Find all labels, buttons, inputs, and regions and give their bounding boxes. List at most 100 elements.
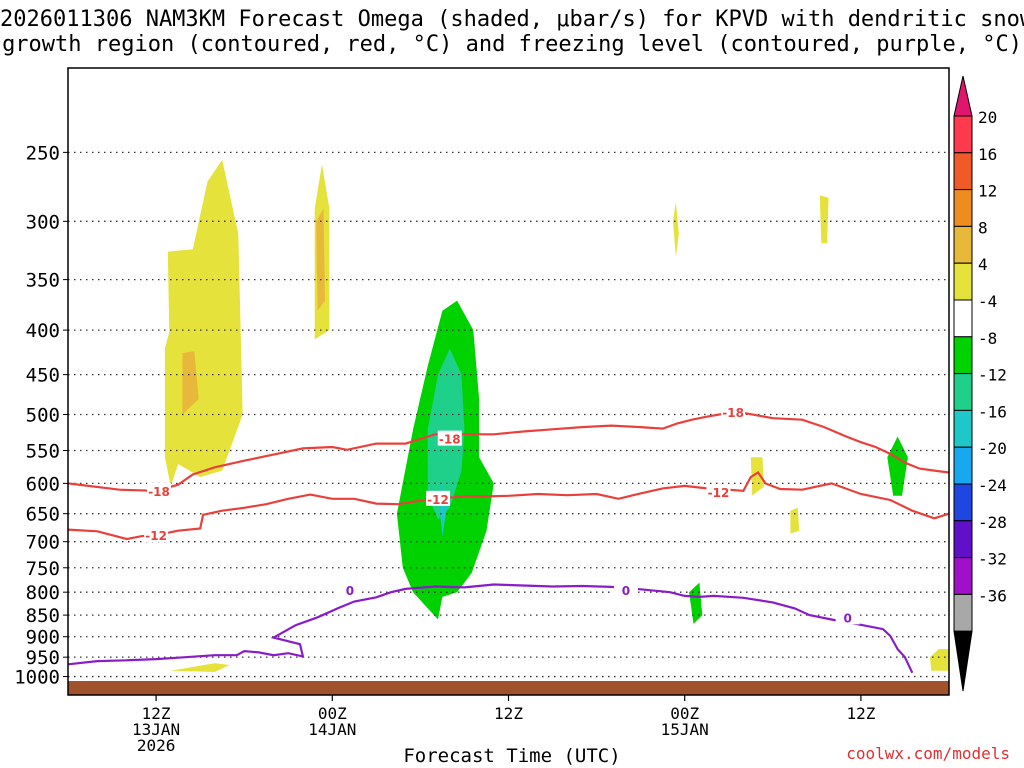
y-tick-label-550: 550 bbox=[26, 441, 60, 463]
omega-region-9 bbox=[819, 195, 829, 244]
omega-region-8 bbox=[790, 507, 800, 534]
omega-region-29 bbox=[784, 414, 798, 496]
x-tick-label-3-0: 00Z bbox=[670, 704, 699, 723]
dgz-label-a: -18 bbox=[147, 482, 172, 499]
y-tick-label-850: 850 bbox=[26, 605, 60, 627]
dgz-label-d: -12 bbox=[144, 527, 169, 543]
dgz-label-a-text: -18 bbox=[148, 485, 170, 499]
colorbar-swatch-0 bbox=[953, 115, 973, 154]
y-tick-label-300: 300 bbox=[26, 211, 60, 233]
dgz-label-f-bg bbox=[706, 484, 731, 500]
omega-region-5 bbox=[316, 208, 325, 311]
freezing-contour-0 bbox=[68, 583, 914, 674]
y-tick-label-700: 700 bbox=[26, 532, 60, 554]
x-tick-label-1-0: 00Z bbox=[318, 704, 347, 723]
dgz-label-e: -12 bbox=[426, 490, 451, 507]
x-tick-label-3-1: 15JAN bbox=[661, 720, 709, 739]
surface-terrain bbox=[68, 681, 949, 695]
omega-region-23 bbox=[681, 391, 722, 664]
omega-region-2 bbox=[167, 159, 243, 477]
colorbar-label-1: 16 bbox=[978, 145, 997, 164]
dgz-label-b-text: -18 bbox=[439, 433, 461, 447]
colorbar-top-arrow bbox=[953, 75, 973, 117]
dgz-label-e-bg bbox=[426, 490, 451, 506]
colorbar-label-5: -4 bbox=[978, 292, 997, 311]
omega-region-32 bbox=[869, 233, 879, 331]
y-tick-label-950: 950 bbox=[26, 647, 60, 669]
dgz-label-a-bg bbox=[147, 482, 172, 498]
omega-region-13 bbox=[380, 325, 391, 396]
colorbar-swatch-4 bbox=[953, 262, 973, 301]
omega-region-10 bbox=[929, 649, 949, 671]
omega-region-28 bbox=[762, 120, 778, 291]
omega-region-25 bbox=[695, 144, 715, 383]
omega-region-27 bbox=[737, 167, 756, 399]
dgz-label-e-text: -12 bbox=[427, 493, 449, 507]
omega-region-30 bbox=[809, 507, 825, 624]
omega-region-14 bbox=[385, 208, 391, 263]
x-axis-label: Forecast Time (UTC) bbox=[403, 745, 621, 767]
x-tick-label-1-1: 14JAN bbox=[308, 720, 356, 739]
x-tick-label-0-1: 13JAN bbox=[132, 720, 180, 739]
omega-region-22 bbox=[640, 557, 659, 588]
colorbar-swatch-12 bbox=[953, 557, 973, 595]
x-tick-label-0-0: 12Z bbox=[142, 704, 171, 723]
omega-region-20 bbox=[618, 391, 629, 430]
dgz-label-f-text: -12 bbox=[708, 486, 730, 500]
colorbar-label-2: 12 bbox=[978, 182, 997, 201]
y-tick-label-400: 400 bbox=[26, 320, 60, 342]
colorbar-label-11: -28 bbox=[978, 513, 1007, 532]
omega-region-34 bbox=[887, 436, 908, 496]
freezing-label-c-bg bbox=[835, 609, 860, 625]
colorbar-label-12: -32 bbox=[978, 550, 1007, 569]
colorbar-swatch-6 bbox=[953, 336, 973, 375]
y-tick-label-800: 800 bbox=[26, 582, 60, 604]
omega-region-19 bbox=[581, 320, 604, 407]
dgz-label-c: -18 bbox=[721, 404, 746, 420]
y-tick-label-1000: 1000 bbox=[14, 667, 60, 689]
colorbar-label-6: -8 bbox=[978, 329, 997, 348]
colorbar-swatch-8 bbox=[953, 409, 973, 448]
freezing-label-b: 0 bbox=[613, 581, 638, 598]
y-tick-label-900: 900 bbox=[26, 627, 60, 649]
colorbar-swatch-9 bbox=[953, 446, 973, 485]
omega-region-26 bbox=[721, 457, 747, 553]
dgz-label-b-bg bbox=[437, 430, 462, 446]
freezing-label-c: 0 bbox=[835, 609, 860, 625]
y-tick-label-350: 350 bbox=[26, 270, 60, 292]
omega-region-7 bbox=[750, 457, 764, 496]
colorbar-label-8: -16 bbox=[978, 402, 1007, 421]
omega-region-24 bbox=[689, 582, 703, 624]
colorbar-label-3: 8 bbox=[978, 218, 988, 237]
freezing-label-b-text: 0 bbox=[622, 584, 630, 598]
x-tick-label-4-0: 12Z bbox=[846, 704, 875, 723]
colorbar-swatch-1 bbox=[953, 152, 973, 191]
colorbar-bottom-arrow bbox=[953, 630, 973, 692]
freezing-label-a: 0 bbox=[337, 581, 362, 598]
colorbar-label-10: -24 bbox=[978, 476, 1007, 495]
freezing-label-a-bg bbox=[337, 581, 362, 597]
omega-region-33 bbox=[875, 406, 949, 602]
dgz-label-c-bg bbox=[721, 404, 746, 420]
colorbar-label-0: 20 bbox=[978, 108, 997, 127]
colorbar-label-7: -12 bbox=[978, 366, 1007, 385]
dgz-label-d-text: -12 bbox=[145, 529, 167, 543]
y-tick-label-750: 750 bbox=[26, 558, 60, 580]
y-tick-label-650: 650 bbox=[26, 504, 60, 526]
dgz-label-f: -12 bbox=[706, 484, 731, 500]
y-tick-label-250: 250 bbox=[26, 142, 60, 164]
dgz-label-c-text: -18 bbox=[722, 406, 744, 420]
colorbar-label-4: 4 bbox=[978, 255, 988, 274]
y-tick-label-450: 450 bbox=[26, 365, 60, 387]
colorbar-swatch-11 bbox=[953, 520, 973, 559]
freezing-label-c-text: 0 bbox=[844, 611, 852, 625]
colorbar-swatch-13 bbox=[953, 593, 973, 632]
omega-region-21 bbox=[658, 519, 673, 568]
freezing-label-b-bg bbox=[613, 581, 638, 597]
chart-title-line1: 2026011306 NAM3KM Forecast Omega (shaded… bbox=[0, 7, 1024, 32]
omega-region-1 bbox=[170, 663, 230, 672]
site-credit: coolwx.com/models bbox=[846, 744, 1010, 763]
x-tick-label-2-0: 12Z bbox=[494, 704, 523, 723]
colorbar-label-13: -36 bbox=[978, 586, 1007, 605]
